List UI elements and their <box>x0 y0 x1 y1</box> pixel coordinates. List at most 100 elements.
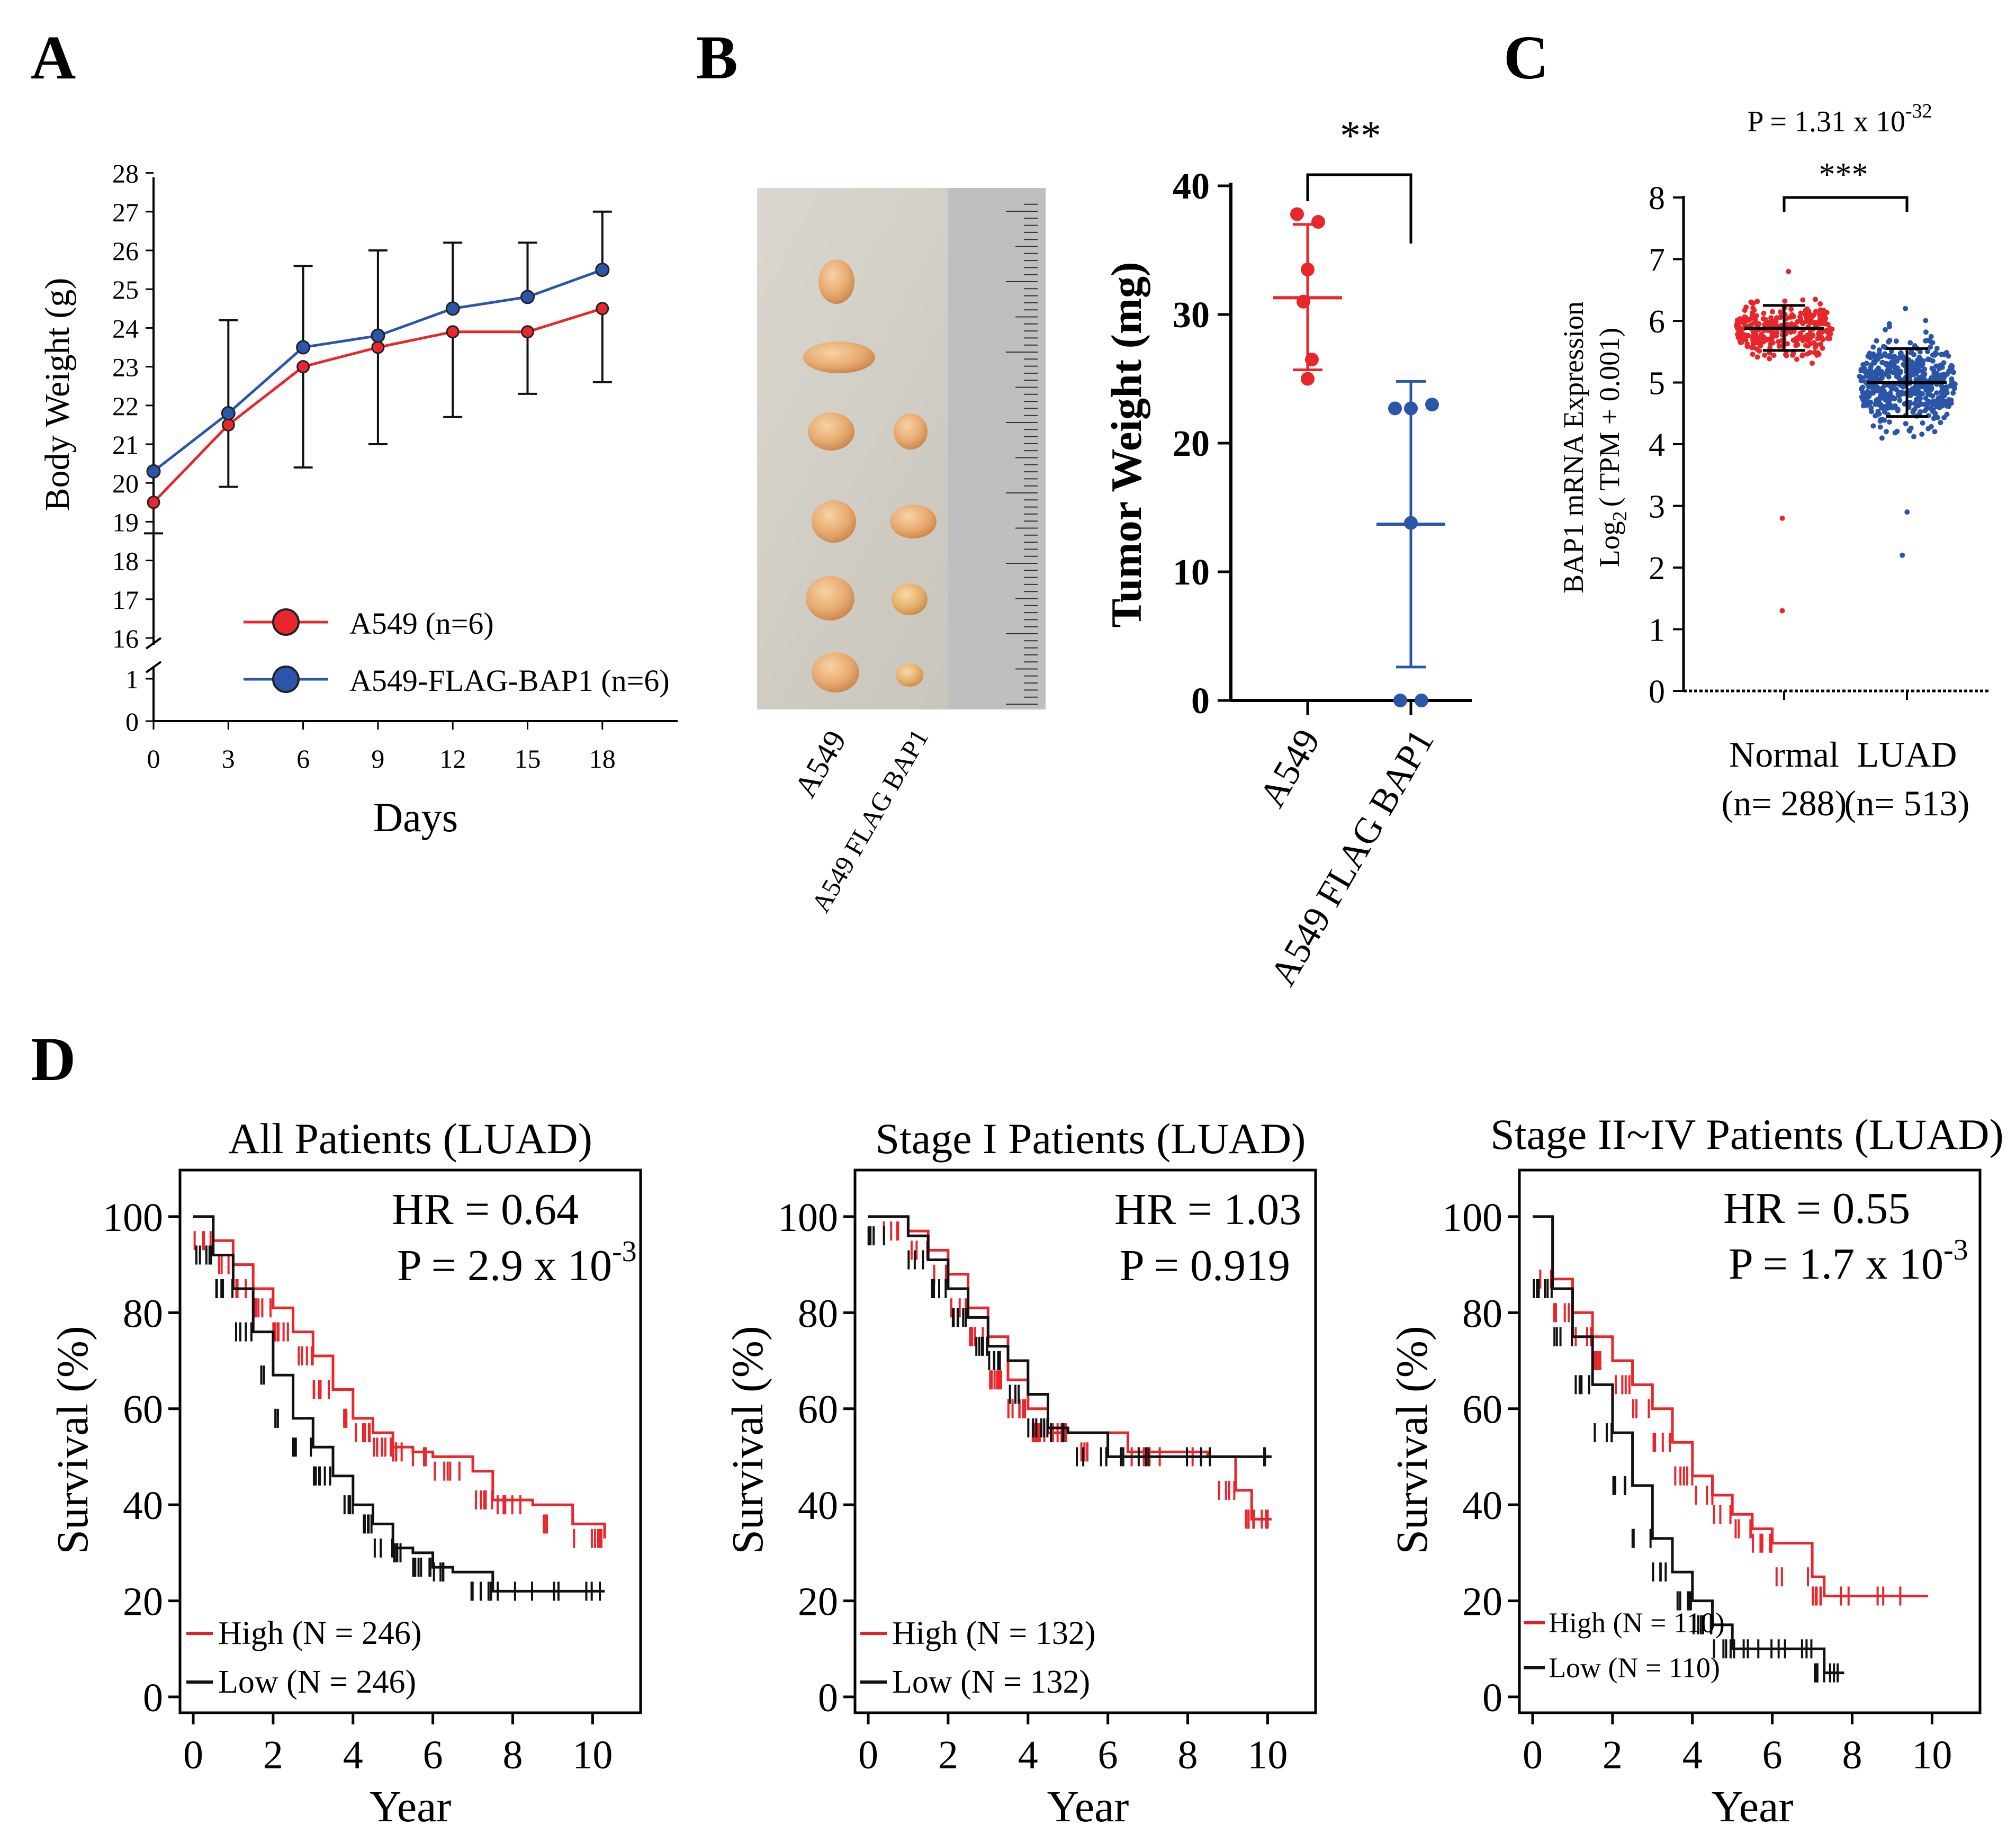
a-series-marker-1 <box>371 328 385 343</box>
km-stage-i-legend-low: Low (N = 132) <box>892 1664 1090 1700</box>
c-data-point <box>1820 311 1825 317</box>
km-xtick-label: 2 <box>1603 1733 1623 1777</box>
c-data-point <box>1879 375 1885 381</box>
c-data-point <box>1750 339 1756 345</box>
km-ytick-label: 20 <box>798 1580 838 1624</box>
c-data-point <box>1750 352 1756 357</box>
c-data-point <box>1794 356 1799 362</box>
c-data-point <box>1933 350 1939 356</box>
c-data-point <box>1807 341 1813 347</box>
c-data-point <box>1791 313 1797 319</box>
km-xtick-label: 8 <box>1842 1733 1862 1777</box>
c-ytick-label: 7 <box>1649 242 1665 278</box>
km-stage-i-curves <box>867 1215 1272 1529</box>
c-data-point <box>1892 354 1897 359</box>
a-xtick-label: 3 <box>222 744 235 774</box>
c-data-point <box>1868 405 1874 411</box>
panel-label-c: C <box>1504 23 1549 92</box>
c-data-point <box>1759 331 1765 337</box>
km-all-patients-curves <box>193 1215 606 1601</box>
a-ytick-label-lower: 1 <box>125 664 139 694</box>
c-data-point <box>1886 394 1891 400</box>
c-data-point <box>1818 341 1824 347</box>
km-ytick-label: 100 <box>103 1195 163 1240</box>
c-data-point <box>1920 420 1925 426</box>
c-data-point <box>1869 370 1875 375</box>
panel-c-ylabel-sub: 2 <box>1609 511 1631 521</box>
km-stage-ii-iv-frame <box>1518 1168 1982 1714</box>
panel-label-d: D <box>31 1024 76 1094</box>
c-data-point <box>1885 361 1891 367</box>
c-data-point <box>1870 423 1876 429</box>
km-ytick-label: 80 <box>123 1291 163 1336</box>
c-data-point <box>1797 330 1803 336</box>
c-data-point <box>1918 409 1923 415</box>
km-all-patients-p: P = 2.9 x 10-3 <box>397 1235 637 1290</box>
c-data-point <box>1862 392 1868 398</box>
c-data-point <box>1938 420 1943 426</box>
c-data-point <box>1750 314 1756 320</box>
c-data-point <box>1946 403 1951 409</box>
c-data-point <box>1901 356 1906 362</box>
c-data-point <box>1768 315 1774 321</box>
b-data-point <box>1311 215 1325 229</box>
tumor-bap1-2 <box>890 505 937 538</box>
a-series-marker-0 <box>296 360 310 374</box>
c-data-point <box>1754 354 1760 360</box>
c-data-point <box>1941 393 1947 399</box>
c-data-point <box>1923 395 1929 401</box>
km-xtick-label: 4 <box>343 1733 363 1777</box>
panel-b-points <box>1273 207 1445 707</box>
panel-c-ylabel-log: Log <box>1594 521 1625 567</box>
photo-label-a549: A549 <box>787 725 853 803</box>
c-data-point <box>1933 363 1939 369</box>
km-ytick-label: 0 <box>143 1676 163 1720</box>
c-data-point <box>1913 383 1918 389</box>
a-series-marker-0 <box>371 340 385 354</box>
c-data-point <box>1798 310 1804 316</box>
km-xtick-label: 0 <box>858 1733 878 1777</box>
c-data-point <box>1829 326 1835 332</box>
c-data-point <box>1739 319 1744 325</box>
c-data-point <box>1918 359 1923 365</box>
c-data-point <box>1932 429 1938 435</box>
b-ytick-label: 40 <box>1173 166 1210 207</box>
c-data-point <box>1860 384 1866 390</box>
c-data-point <box>1804 351 1810 357</box>
c-data-point <box>1735 331 1740 337</box>
c-data-point <box>1894 428 1900 434</box>
panel-a-xlabel: Days <box>373 794 458 840</box>
c-data-point <box>1928 334 1934 339</box>
panel-a-body-weight: 16 17 18 19 20 21 22 23 24 25 26 27 28 0 1 0 3 6 9 12 15 18 B… <box>38 159 678 840</box>
c-data-point <box>1938 401 1943 406</box>
c-data-point <box>1770 309 1775 314</box>
c-data-point <box>1911 434 1916 439</box>
c-data-point <box>1931 368 1937 374</box>
c-data-point <box>1938 352 1944 357</box>
c-data-point <box>1800 352 1805 358</box>
c-data-point <box>1941 415 1947 420</box>
c-data-point <box>1748 299 1754 305</box>
c-outlier-point <box>1903 305 1909 311</box>
km-all-patients-title: All Patients (LUAD) <box>228 1114 592 1163</box>
c-data-point <box>1884 429 1889 435</box>
c-data-point <box>1912 407 1918 412</box>
c-data-point <box>1806 310 1812 316</box>
km-xtick-label: 8 <box>503 1733 523 1777</box>
km-all-patients-frame <box>178 1168 642 1714</box>
c-data-point <box>1893 365 1899 371</box>
c-data-point <box>1886 321 1892 327</box>
c-data-point <box>1911 372 1917 377</box>
c-data-point <box>1912 400 1918 406</box>
a-axis-break-2 <box>145 661 162 673</box>
c-data-point <box>1812 345 1818 350</box>
c-data-point <box>1951 381 1957 386</box>
c-outlier-point <box>1786 268 1792 274</box>
c-data-point <box>1858 366 1864 372</box>
c-data-point <box>1876 350 1882 356</box>
km-ytick-label: 100 <box>778 1195 838 1240</box>
c-data-point <box>1895 408 1901 413</box>
c-data-point <box>1923 318 1929 323</box>
a-xtick-label: 6 <box>296 744 310 774</box>
